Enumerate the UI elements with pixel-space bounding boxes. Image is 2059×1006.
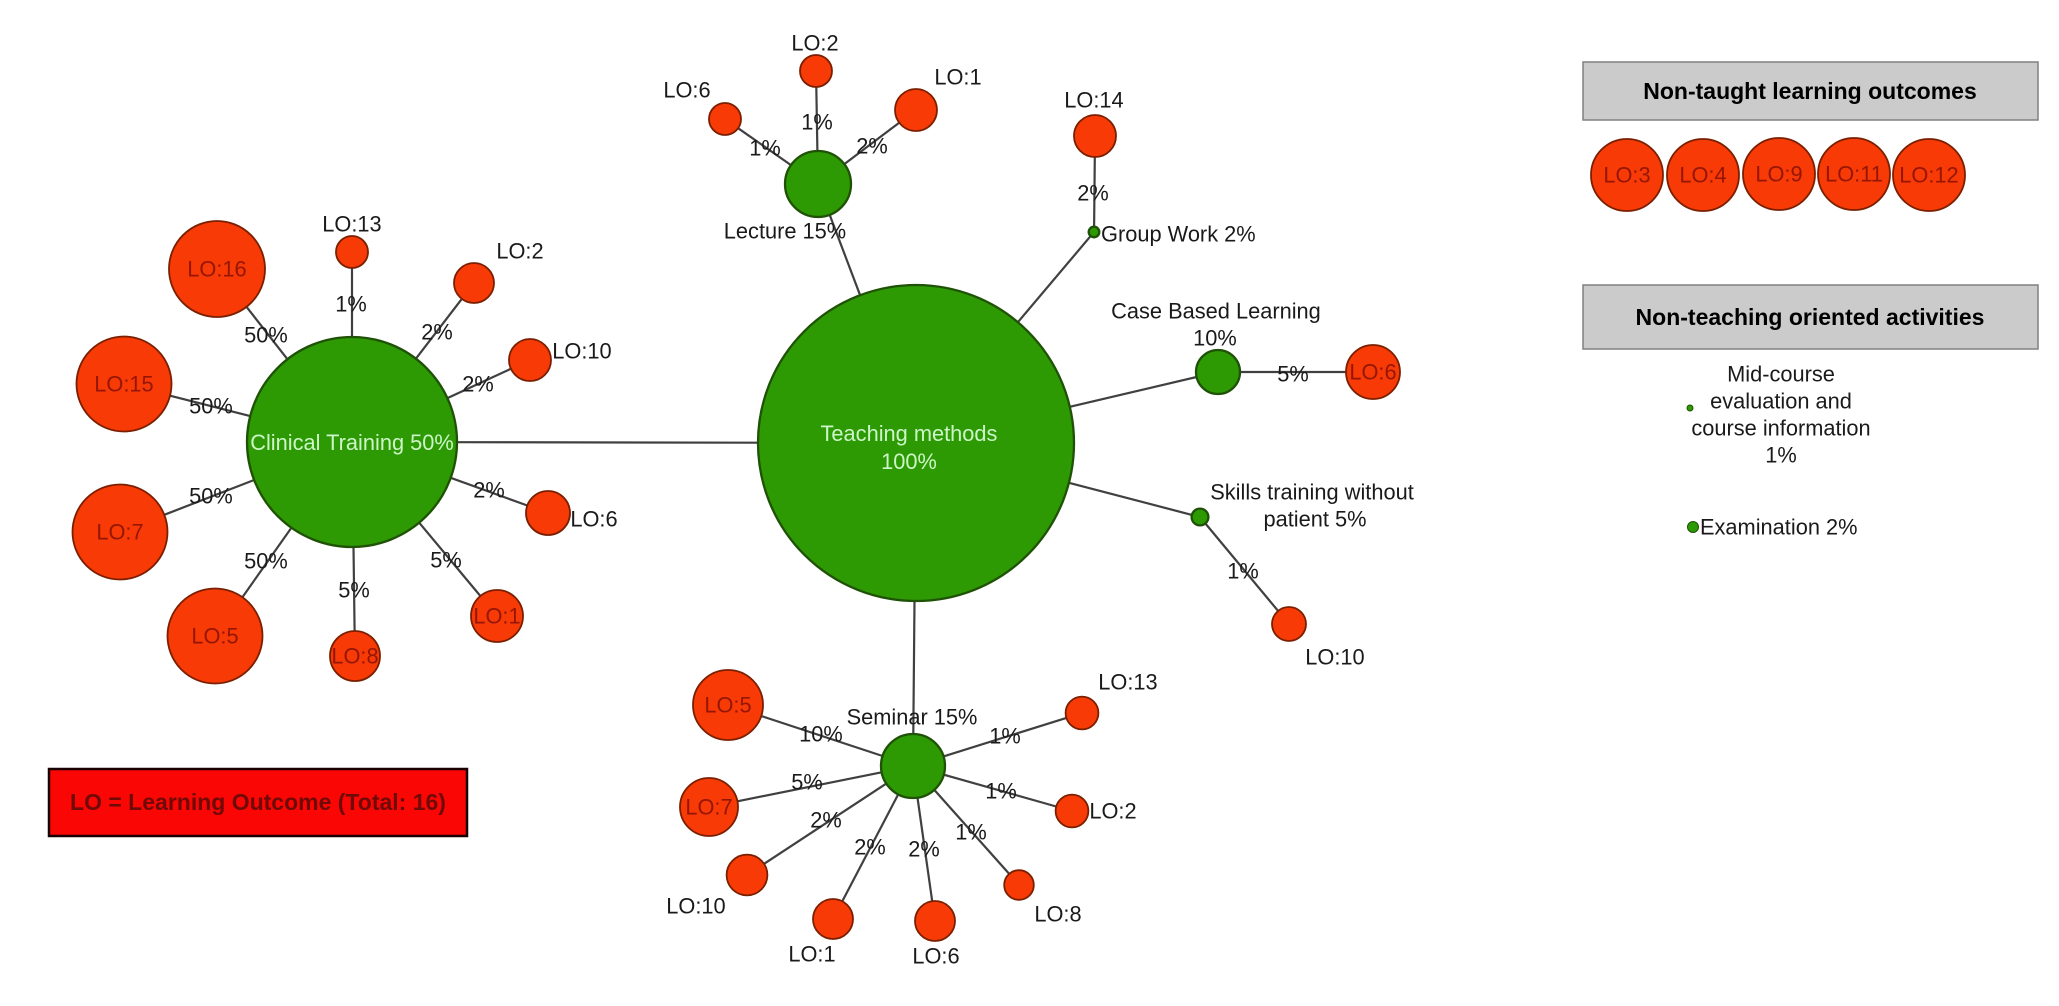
- svg-text:LO:1: LO:1: [934, 64, 981, 89]
- svg-text:Seminar 15%: Seminar 15%: [847, 704, 978, 729]
- svg-text:LO:7: LO:7: [96, 519, 143, 544]
- svg-text:2%: 2%: [473, 477, 505, 502]
- svg-text:1%: 1%: [335, 291, 367, 316]
- svg-text:LO:1: LO:1: [788, 941, 835, 966]
- svg-text:Group Work 2%: Group Work 2%: [1101, 221, 1256, 246]
- svg-text:Mid-course: Mid-course: [1727, 361, 1835, 386]
- svg-text:Teaching methods: Teaching methods: [821, 421, 998, 446]
- svg-text:LO:6: LO:6: [663, 77, 710, 102]
- svg-text:50%: 50%: [244, 322, 288, 347]
- svg-text:2%: 2%: [908, 836, 940, 861]
- svg-text:LO:10: LO:10: [1305, 644, 1364, 669]
- svg-text:LO:5: LO:5: [191, 623, 238, 648]
- svg-text:course information: course information: [1691, 415, 1870, 440]
- svg-text:Non-taught learning outcomes: Non-taught learning outcomes: [1643, 78, 1977, 104]
- svg-text:LO:8: LO:8: [331, 643, 378, 668]
- svg-text:LO:13: LO:13: [1098, 669, 1157, 694]
- svg-text:patient 5%: patient 5%: [1263, 506, 1366, 531]
- svg-text:1%: 1%: [1765, 442, 1797, 467]
- svg-text:2%: 2%: [810, 807, 842, 832]
- svg-text:LO:8: LO:8: [1034, 901, 1081, 926]
- svg-text:2%: 2%: [421, 319, 453, 344]
- svg-text:1%: 1%: [955, 819, 987, 844]
- svg-text:2%: 2%: [854, 834, 886, 859]
- svg-text:LO:10: LO:10: [666, 893, 725, 918]
- svg-text:LO:2: LO:2: [791, 30, 838, 55]
- svg-text:LO = Learning Outcome (Total:: LO = Learning Outcome (Total: 16): [70, 789, 446, 815]
- svg-text:LO:5: LO:5: [704, 692, 751, 717]
- svg-text:5%: 5%: [1277, 361, 1309, 386]
- svg-text:LO:14: LO:14: [1064, 87, 1123, 112]
- svg-text:evaluation and: evaluation and: [1710, 388, 1852, 413]
- svg-text:1%: 1%: [985, 778, 1017, 803]
- svg-text:LO:12: LO:12: [1899, 162, 1958, 187]
- svg-text:LO:15: LO:15: [94, 371, 153, 396]
- svg-text:1%: 1%: [1227, 558, 1259, 583]
- svg-text:LO:11: LO:11: [1825, 161, 1883, 186]
- svg-text:50%: 50%: [189, 483, 233, 508]
- svg-text:Non-teaching oriented activiti: Non-teaching oriented activities: [1636, 304, 1985, 330]
- svg-text:50%: 50%: [244, 548, 288, 573]
- svg-text:LO:10: LO:10: [552, 338, 611, 363]
- svg-text:2%: 2%: [856, 133, 888, 158]
- svg-text:LO:13: LO:13: [322, 211, 381, 236]
- svg-text:2%: 2%: [1077, 180, 1109, 205]
- svg-text:1%: 1%: [989, 723, 1021, 748]
- svg-text:Lecture 15%: Lecture 15%: [724, 218, 846, 243]
- svg-text:10%: 10%: [1193, 325, 1237, 350]
- svg-text:LO:16: LO:16: [187, 256, 246, 281]
- svg-text:LO:4: LO:4: [1679, 162, 1726, 187]
- svg-text:5%: 5%: [430, 547, 462, 572]
- svg-text:5%: 5%: [791, 769, 823, 794]
- svg-text:LO:9: LO:9: [1755, 161, 1802, 186]
- svg-text:10%: 10%: [799, 721, 843, 746]
- svg-text:1%: 1%: [801, 109, 833, 134]
- svg-text:2%: 2%: [462, 371, 494, 396]
- svg-text:LO:7: LO:7: [685, 794, 732, 819]
- svg-text:LO:2: LO:2: [1089, 798, 1136, 823]
- svg-text:Skills training without: Skills training without: [1210, 479, 1414, 504]
- svg-text:Case Based Learning: Case Based Learning: [1111, 298, 1321, 323]
- svg-text:LO:1: LO:1: [473, 603, 520, 628]
- svg-text:LO:3: LO:3: [1603, 162, 1650, 187]
- svg-text:Examination 2%: Examination 2%: [1700, 514, 1858, 539]
- svg-text:LO:6: LO:6: [1349, 359, 1396, 384]
- svg-text:1%: 1%: [749, 135, 781, 160]
- svg-text:Clinical Training 50%: Clinical Training 50%: [250, 430, 454, 455]
- svg-text:LO:6: LO:6: [570, 506, 617, 531]
- svg-text:LO:2: LO:2: [496, 238, 543, 263]
- svg-text:5%: 5%: [338, 577, 370, 602]
- svg-text:50%: 50%: [189, 393, 233, 418]
- svg-text:LO:6: LO:6: [912, 943, 959, 968]
- svg-text:100%: 100%: [881, 449, 937, 474]
